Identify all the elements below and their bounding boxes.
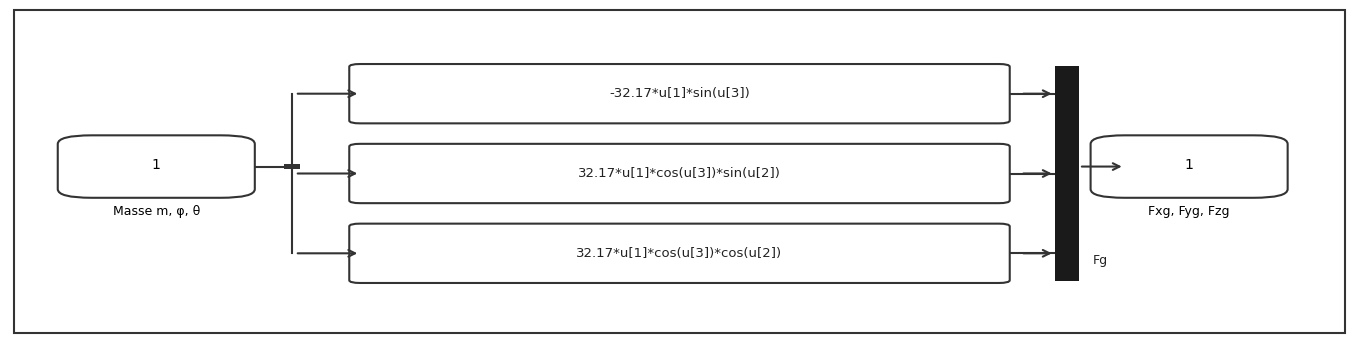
Text: 1: 1 [1185,158,1193,172]
FancyBboxPatch shape [1091,135,1287,198]
FancyBboxPatch shape [349,224,1010,283]
Text: Fxg, Fyg, Fzg: Fxg, Fyg, Fzg [1148,205,1230,218]
FancyBboxPatch shape [57,135,255,198]
Text: 32.17*u[1]*cos(u[3])*sin(u[2]): 32.17*u[1]*cos(u[3])*sin(u[2]) [578,167,781,180]
Bar [284,164,300,169]
FancyBboxPatch shape [349,64,1010,124]
Bar [1055,66,1079,281]
Text: Fg: Fg [1093,254,1108,267]
Text: 32.17*u[1]*cos(u[3])*cos(u[2]): 32.17*u[1]*cos(u[3])*cos(u[2]) [576,247,783,260]
Text: Masse m, φ, θ: Masse m, φ, θ [113,205,200,218]
FancyBboxPatch shape [349,144,1010,203]
Text: 1: 1 [152,158,160,172]
Text: -32.17*u[1]*sin(u[3]): -32.17*u[1]*sin(u[3]) [609,87,750,100]
